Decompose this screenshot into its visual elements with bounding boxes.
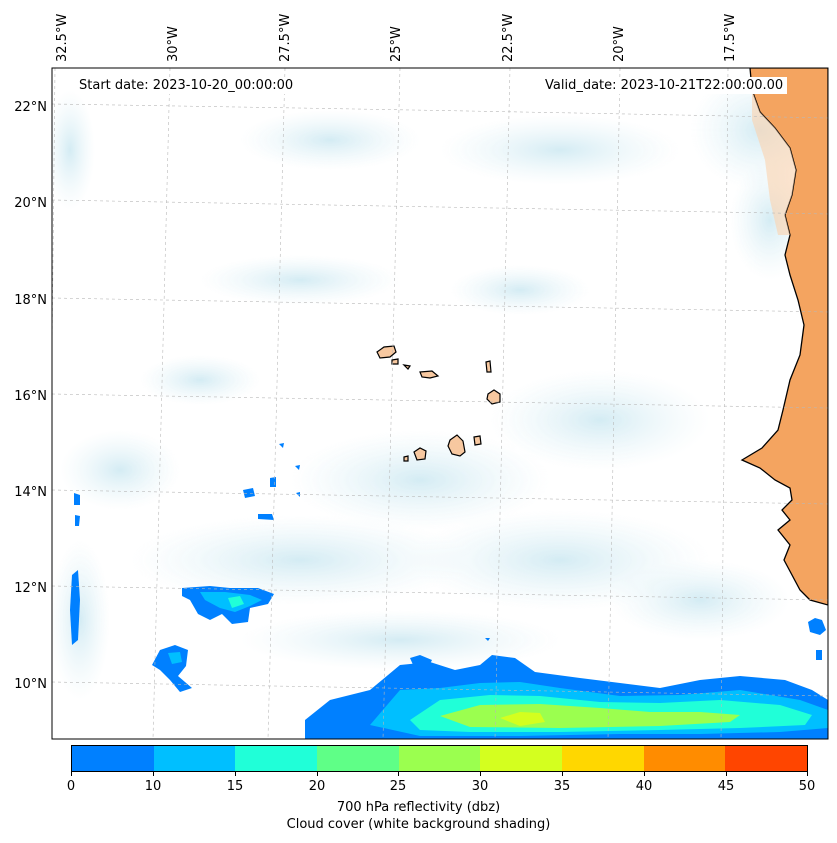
colorbar-segment	[72, 746, 154, 771]
reflectivity-contours	[70, 443, 828, 739]
lat-label-18n: 18°N	[14, 293, 47, 308]
colorbar-label-reflectivity: 700 hPa reflectivity (dbz)	[336, 800, 501, 815]
colorbar-segment	[153, 746, 236, 771]
colorbar-segment	[480, 746, 563, 771]
colorbar-segment	[235, 746, 318, 771]
colorbar-tick-label: 30	[471, 779, 489, 794]
graticule	[52, 68, 828, 739]
lon-label-17-5w: 17.5°W	[723, 14, 738, 62]
colorbar-tick-label: 35	[553, 779, 571, 794]
colorbar-tick	[317, 772, 318, 776]
lon-label-20w: 20°W	[612, 26, 627, 62]
colorbar-segment	[398, 746, 481, 771]
longitude-labels: 32.5°W 30°W 27.5°W 25°W 22.5°W 20°W 17.5…	[55, 14, 738, 62]
valid-date-label: Valid_date: 2023-10-21T22:00:00.00	[541, 77, 788, 94]
colorbar-tick-label: 20	[308, 779, 326, 794]
colorbar-tick	[807, 772, 808, 776]
coastal-desert-shading	[752, 90, 796, 235]
lon-label-25w: 25°W	[389, 26, 404, 62]
colorbar-segment	[317, 746, 399, 771]
colorbar-tick	[235, 772, 236, 776]
lon-label-22-5w: 22.5°W	[501, 14, 516, 62]
colorbar-tick	[644, 772, 645, 776]
start-date-label: Start date: 2023-10-20_00:00:00	[75, 77, 298, 94]
colorbar-tick-label: 50	[798, 779, 816, 794]
latitude-labels: 22°N 20°N 18°N 16°N 14°N 12°N 10°N	[14, 100, 47, 692]
lat-label-16n: 16°N	[14, 389, 47, 404]
colorbar-tick	[562, 772, 563, 776]
colorbar-tick-label: 25	[389, 779, 407, 794]
colorbar-tick-label: 15	[226, 779, 244, 794]
colorbar-tick	[71, 772, 72, 776]
reflectivity-colorbar	[71, 745, 808, 772]
colorbar-tick	[398, 772, 399, 776]
lat-label-10n: 10°N	[14, 677, 47, 692]
colorbar-label-cloud-cover: Cloud cover (white background shading)	[286, 817, 551, 832]
lat-label-20n: 20°N	[14, 196, 47, 211]
lon-label-30w: 30°W	[166, 26, 181, 62]
colorbar-tick-label: 40	[635, 779, 653, 794]
lat-label-22n: 22°N	[14, 100, 47, 115]
lat-label-12n: 12°N	[14, 581, 47, 596]
lon-label-27-5w: 27.5°W	[278, 14, 293, 62]
map-frame	[51, 67, 829, 740]
colorbar-tick-label: 45	[717, 779, 735, 794]
lat-label-14n: 14°N	[14, 485, 47, 500]
colorbar-tick	[726, 772, 727, 776]
colorbar-segment	[643, 746, 726, 771]
colorbar-tick	[480, 772, 481, 776]
colorbar-segment	[725, 746, 808, 771]
lon-label-32-5w: 32.5°W	[55, 14, 70, 62]
colorbar-segment	[562, 746, 644, 771]
cape-verde-islands	[376, 345, 501, 462]
cloud-cover-shading	[52, 70, 828, 700]
colorbar-tick-label: 0	[66, 779, 76, 794]
colorbar-tick-label: 10	[144, 779, 162, 794]
colorbar-tick	[153, 772, 154, 776]
